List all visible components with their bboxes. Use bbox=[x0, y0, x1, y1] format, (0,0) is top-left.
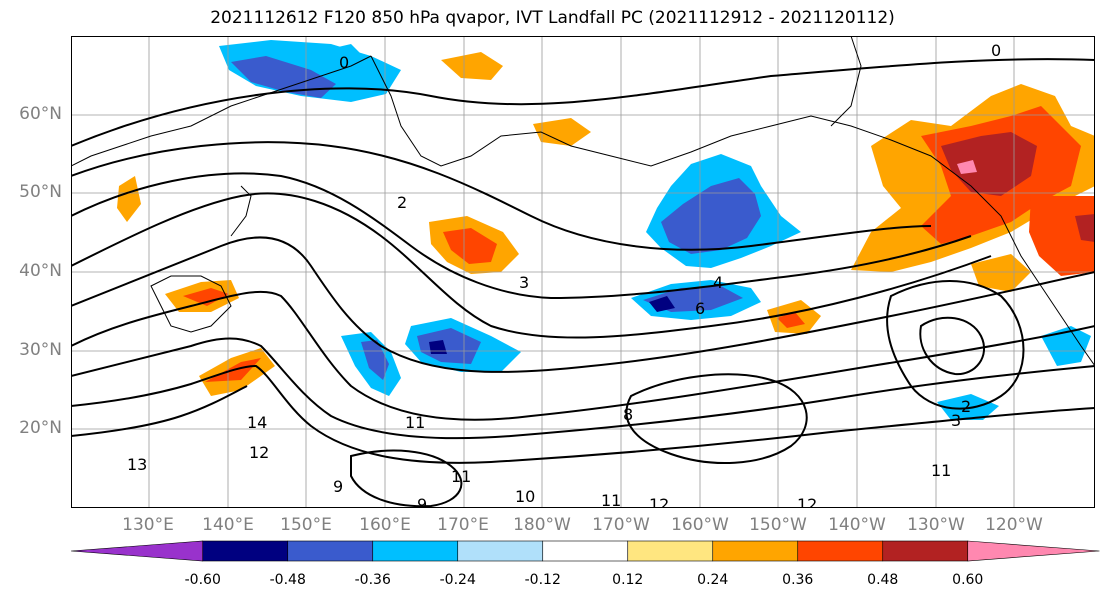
shade-blue-mid bbox=[661, 178, 761, 254]
shading-layer bbox=[117, 40, 1095, 420]
colorbar-segment bbox=[372, 540, 459, 562]
colorbar-tick-label: 0.48 bbox=[867, 572, 899, 588]
contour-label: 13 bbox=[127, 455, 147, 474]
lat-label-60n: 60°N bbox=[19, 104, 62, 124]
colorbar-segment bbox=[70, 540, 204, 562]
lon-label-130e: 130°E bbox=[122, 515, 174, 535]
colorbar-segment bbox=[457, 540, 544, 562]
contour-label: 6 bbox=[695, 299, 705, 318]
shade-blue-light bbox=[291, 44, 371, 76]
shade-blue-dark bbox=[649, 296, 675, 312]
lon-label-180w: 180°W bbox=[513, 515, 571, 535]
colorbar-segment bbox=[967, 540, 1100, 562]
shade-blue-mid bbox=[417, 328, 481, 364]
map-title: 2021112612 F120 850 hPa qvapor, IVT Land… bbox=[210, 8, 895, 28]
contour-label: 12 bbox=[249, 443, 269, 462]
shade-orange bbox=[117, 176, 141, 222]
lon-label-120w: 120°W bbox=[985, 515, 1043, 535]
colorbar-tick-label: -0.36 bbox=[354, 572, 391, 588]
ivt-contours bbox=[71, 58, 1095, 508]
colorbar-tick-label: 0.60 bbox=[952, 572, 984, 588]
colorbar-segment bbox=[882, 540, 969, 562]
colorbar-tick-label: 0.12 bbox=[612, 572, 644, 588]
lon-label-150w: 150°W bbox=[749, 515, 807, 535]
contour-label: 0 bbox=[991, 41, 1001, 60]
lon-label-160e: 160°E bbox=[359, 515, 411, 535]
contour-label: 10 bbox=[515, 487, 535, 506]
contour-label: 11 bbox=[601, 491, 621, 508]
contour-label: 9 bbox=[333, 477, 343, 496]
colorbar-segment bbox=[287, 540, 374, 562]
colorbar-segment bbox=[797, 540, 884, 562]
lon-label-150e: 150°E bbox=[280, 515, 332, 535]
shade-red-orange bbox=[777, 312, 805, 328]
lon-label-170w: 170°W bbox=[592, 515, 650, 535]
colorbar-segment bbox=[627, 540, 714, 562]
contour-label: 8 bbox=[623, 405, 633, 424]
colorbar-tick-label: -0.12 bbox=[524, 572, 561, 588]
lat-label-50n: 50°N bbox=[19, 182, 62, 202]
shade-orange bbox=[441, 52, 503, 80]
shade-red-orange bbox=[443, 228, 497, 264]
colorbar-tick-label: -0.60 bbox=[184, 572, 221, 588]
contour-label: 12 bbox=[797, 495, 817, 508]
lon-label-170e: 170°E bbox=[437, 515, 489, 535]
contour-label: 11 bbox=[931, 461, 951, 480]
shade-blue-light bbox=[937, 394, 999, 420]
lon-label-140w: 140°W bbox=[828, 515, 886, 535]
contour-label: 12 bbox=[649, 495, 669, 508]
lon-label-130w: 130°W bbox=[907, 515, 965, 535]
contour-label: 2 bbox=[961, 397, 971, 416]
colorbar bbox=[70, 540, 1100, 562]
contour-label: 11 bbox=[405, 413, 425, 432]
contour-label: 3 bbox=[951, 411, 961, 430]
shade-blue-mid bbox=[361, 340, 389, 380]
colorbar-tick-label: 0.36 bbox=[782, 572, 814, 588]
shade-red-orange bbox=[183, 288, 229, 306]
contour-label: 4 bbox=[713, 273, 723, 292]
map-panel: 0 0 2 3 4 6 8 9 9 10 11 11 11 11 12 12 1… bbox=[71, 36, 1095, 508]
colorbar-segment bbox=[202, 540, 289, 562]
colorbar-tick-label: 0.24 bbox=[697, 572, 729, 588]
colorbar-tick-label: -0.48 bbox=[269, 572, 306, 588]
shade-dark-red bbox=[941, 132, 1037, 196]
lon-label-140e: 140°E bbox=[202, 515, 254, 535]
shade-orange bbox=[533, 118, 591, 146]
colorbar-segment bbox=[542, 540, 629, 562]
shade-blue-light bbox=[1041, 326, 1091, 366]
colorbar-segment bbox=[712, 540, 799, 562]
shade-blue-dark bbox=[429, 340, 447, 354]
shade-dark-red bbox=[1075, 214, 1095, 242]
lon-label-160w: 160°W bbox=[671, 515, 729, 535]
colorbar-tick-label: -0.24 bbox=[439, 572, 476, 588]
contour-labels: 0 0 2 3 4 6 8 9 9 10 11 11 11 11 12 12 1… bbox=[127, 41, 1001, 508]
contour-label: 0 bbox=[339, 53, 349, 72]
contour-label: 2 bbox=[397, 193, 407, 212]
contour-label: 9 bbox=[417, 495, 427, 508]
shade-blue-mid bbox=[231, 56, 336, 98]
lat-label-30n: 30°N bbox=[19, 340, 62, 360]
shade-pink bbox=[957, 160, 977, 174]
contour-label: 14 bbox=[247, 413, 267, 432]
coastlines bbox=[71, 36, 1095, 367]
lat-label-20n: 20°N bbox=[19, 418, 62, 438]
contour-label: 11 bbox=[451, 467, 471, 486]
contour-label: 3 bbox=[519, 273, 529, 292]
shade-orange bbox=[971, 254, 1031, 292]
lat-label-40n: 40°N bbox=[19, 261, 62, 281]
